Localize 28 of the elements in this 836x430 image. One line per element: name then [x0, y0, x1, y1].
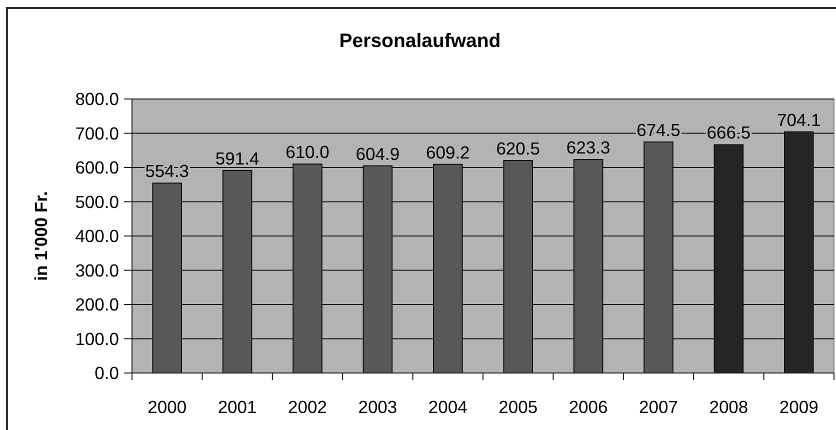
x-tick-label: 2008 [709, 397, 748, 418]
y-tick-label: 200.0 [75, 294, 120, 315]
y-tick-label: 300.0 [75, 260, 120, 280]
data-label: 591.4 [215, 148, 260, 168]
y-axis-title: in 1'000 Fr. [31, 191, 52, 281]
x-tick-label: 2000 [148, 397, 187, 418]
y-tick-label: 700.0 [75, 123, 120, 144]
x-tick-label: 2004 [428, 397, 468, 418]
x-tick-label: 2003 [358, 397, 398, 418]
y-tick-label: 600.0 [75, 158, 120, 178]
y-tick-label: 500.0 [75, 192, 120, 212]
x-tick-label: 2009 [779, 397, 818, 418]
y-tick-label: 100.0 [75, 328, 120, 349]
data-label: 609.2 [426, 142, 470, 162]
y-tick-label: 800.0 [75, 89, 120, 110]
x-tick-label: 2001 [218, 397, 257, 418]
data-label: 610.0 [286, 142, 330, 162]
y-tick-label: 400.0 [75, 226, 120, 246]
x-tick-label: 2006 [568, 397, 608, 418]
x-tick-label: 2005 [498, 397, 538, 418]
data-label: 704.1 [777, 110, 821, 130]
y-tick-label: 0.0 [94, 363, 120, 384]
data-label: 620.5 [496, 138, 540, 158]
data-label: 623.3 [566, 138, 610, 158]
x-tick-label: 2002 [288, 397, 327, 418]
data-label: 604.9 [356, 144, 400, 164]
x-tick-label: 2007 [639, 397, 678, 418]
chart-title: Personalaufwand [339, 30, 501, 52]
